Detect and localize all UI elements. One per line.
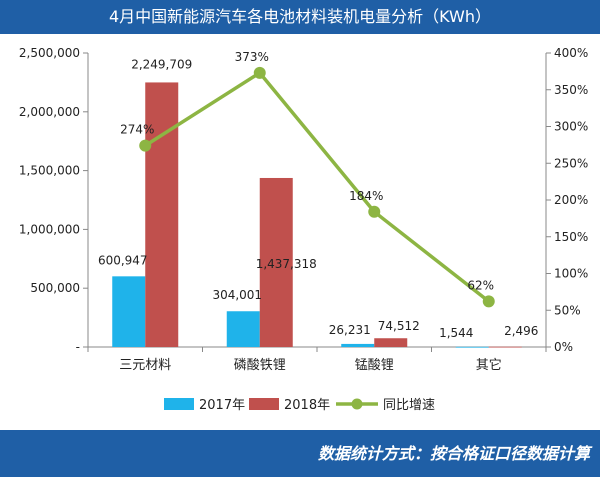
- y-left-tick-label: 1,000,000: [19, 222, 80, 236]
- footer-bar: 数据统计方式：按合格证口径数据计算: [0, 430, 600, 477]
- data-label-yoy: 373%: [235, 50, 269, 64]
- y-left-tick-label: 2,000,000: [19, 105, 80, 119]
- bar-2018: [374, 338, 408, 347]
- chart-legend: 2017年 2018年 同比增速: [164, 398, 435, 413]
- chart-data-labels: 600,947 2,249,709 304,001 1,437,318 26,231 74…: [98, 50, 538, 340]
- data-label-yoy: 274%: [120, 123, 154, 137]
- chart-title-bar: 4月中国新能源汽车各电池材料装机电量分析（KWh）: [0, 0, 600, 34]
- data-label-2018: 1,437,318: [256, 257, 317, 271]
- data-label-2017: 1,544: [439, 326, 473, 340]
- y-right-tick-label: 0%: [554, 340, 573, 354]
- bar-2017: [341, 343, 375, 347]
- footer-note: 数据统计方式：按合格证口径数据计算: [317, 444, 590, 463]
- y-right-tick-label: 200%: [554, 193, 588, 207]
- y-right-tick-label: 150%: [554, 230, 588, 244]
- legend-swatch-2017: [164, 398, 194, 410]
- y-left-tick-label: 500,000: [30, 281, 80, 295]
- data-label-2018: 74,512: [378, 319, 420, 333]
- bar-2018: [259, 177, 293, 347]
- data-label-yoy: 184%: [349, 189, 383, 203]
- yoy-point: [368, 205, 381, 218]
- chart-line: [139, 66, 495, 308]
- data-label-2017: 600,947: [98, 253, 148, 267]
- data-label-2017: 26,231: [329, 323, 371, 337]
- bar-2018: [488, 346, 522, 348]
- x-tick-label: 其它: [476, 357, 502, 373]
- y-left-tick-label: 2,500,000: [19, 46, 80, 60]
- yoy-point: [482, 295, 495, 308]
- legend-label-2018: 2018年: [284, 398, 330, 413]
- yoy-line: [144, 71, 490, 303]
- legend-swatch-2018: [249, 398, 279, 410]
- chart-axes: - 500,000 1,000,000 1,500,000 2,000,000 2,500…: [19, 46, 588, 373]
- x-tick-label: 锰酸锂: [355, 358, 394, 373]
- legend-label-yoy: 同比增速: [383, 398, 435, 413]
- data-label-2018: 2,496: [504, 324, 538, 338]
- data-label-yoy: 62%: [467, 278, 494, 292]
- bar-2017: [112, 276, 146, 347]
- y-right-tick-label: 250%: [554, 156, 588, 170]
- y-right-tick-label: 350%: [554, 83, 588, 97]
- chart-bars: [112, 82, 522, 348]
- legend-marker-yoy: [351, 398, 363, 410]
- data-label-2018: 2,249,709: [131, 57, 192, 71]
- y-right-tick-label: 300%: [554, 120, 588, 134]
- y-right-tick-label: 50%: [554, 303, 581, 317]
- y-right-tick-label: 100%: [554, 267, 588, 281]
- legend-label-2017: 2017年: [199, 398, 245, 413]
- data-label-2017: 304,001: [212, 288, 262, 302]
- yoy-point: [253, 66, 266, 79]
- y-left-tick-label: 1,500,000: [19, 164, 80, 178]
- y-left-tick-label: -: [76, 340, 80, 354]
- chart-title: 4月中国新能源汽车各电池材料装机电量分析（KWh）: [108, 7, 492, 26]
- chart-svg: - 500,000 1,000,000 1,500,000 2,000,000 2,500…: [19, 46, 588, 413]
- y-right-tick-label: 400%: [554, 46, 588, 60]
- yoy-point: [139, 139, 152, 152]
- bar-2017: [226, 311, 260, 347]
- x-tick-label: 磷酸铁锂: [234, 358, 286, 373]
- x-tick-label: 三元材料: [119, 358, 171, 373]
- bar-2017: [455, 346, 489, 348]
